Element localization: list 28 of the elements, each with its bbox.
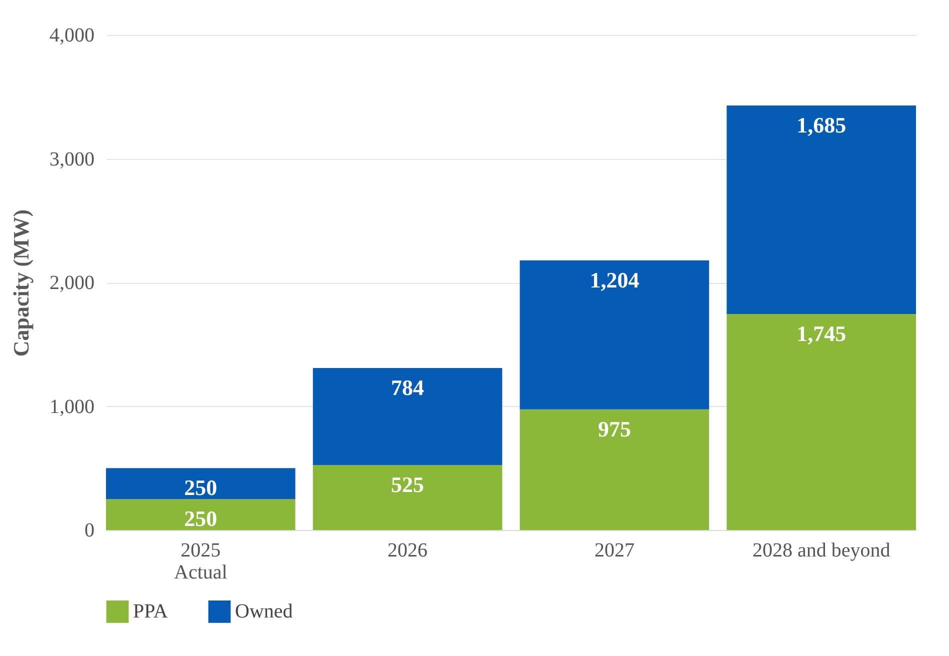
bar — [312, 368, 502, 466]
y-tick-label: 2,000 — [50, 272, 94, 294]
bar — [312, 465, 502, 530]
bar — [520, 260, 710, 410]
bar — [726, 106, 916, 314]
y-tick-label: 1,000 — [50, 396, 94, 418]
data-label: 784 — [391, 375, 424, 400]
bar — [106, 499, 296, 530]
data-label: 1,685 — [796, 112, 846, 138]
data-label: 1,204 — [590, 267, 640, 292]
legend-label: Owned — [235, 600, 293, 623]
y-tick-label: 4,000 — [50, 24, 94, 46]
data-label: 525 — [391, 472, 424, 498]
data-label: 1,745 — [796, 321, 846, 346]
x-tick-label: 2028 and beyond — [752, 540, 890, 562]
data-label: 250 — [184, 475, 218, 500]
data-label: 975 — [598, 416, 631, 442]
y-axis-title: Capacity (MW) — [8, 209, 34, 357]
y-tick-label: 3,000 — [50, 148, 94, 170]
data-label: 250 — [184, 506, 218, 532]
legend-label: PPA — [133, 600, 168, 623]
x-tick-label: 2027 — [594, 540, 634, 562]
bar — [106, 468, 296, 500]
bar — [520, 409, 710, 530]
x-tick-label: 2025 Actual — [174, 540, 228, 584]
x-tick-label: 2026 — [388, 540, 428, 562]
bar — [726, 314, 916, 530]
y-tick-label: 0 — [84, 520, 94, 542]
